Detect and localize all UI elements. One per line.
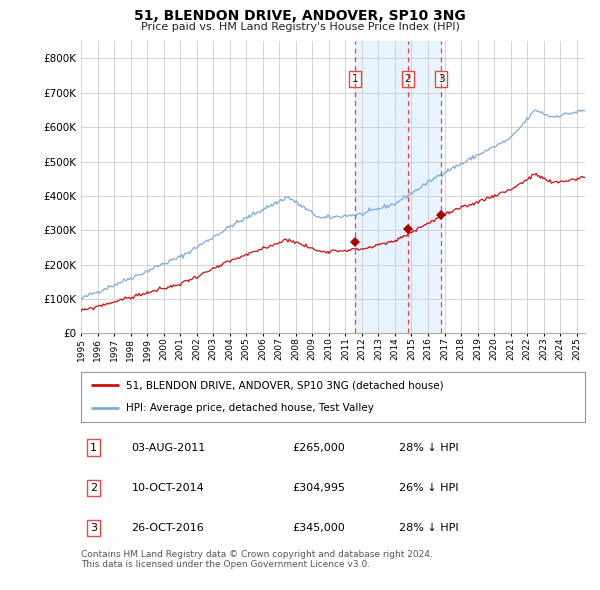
Text: 51, BLENDON DRIVE, ANDOVER, SP10 3NG (detached house): 51, BLENDON DRIVE, ANDOVER, SP10 3NG (de… bbox=[127, 380, 444, 390]
Text: 10-OCT-2014: 10-OCT-2014 bbox=[131, 483, 204, 493]
Text: Price paid vs. HM Land Registry's House Price Index (HPI): Price paid vs. HM Land Registry's House … bbox=[140, 22, 460, 32]
Text: HPI: Average price, detached house, Test Valley: HPI: Average price, detached house, Test… bbox=[127, 404, 374, 414]
Text: 28% ↓ HPI: 28% ↓ HPI bbox=[398, 442, 458, 453]
Text: 03-AUG-2011: 03-AUG-2011 bbox=[131, 442, 206, 453]
Text: Contains HM Land Registry data © Crown copyright and database right 2024.
This d: Contains HM Land Registry data © Crown c… bbox=[81, 550, 433, 569]
Text: 28% ↓ HPI: 28% ↓ HPI bbox=[398, 523, 458, 533]
Text: 3: 3 bbox=[438, 74, 445, 84]
Text: 3: 3 bbox=[90, 523, 97, 533]
Text: 26% ↓ HPI: 26% ↓ HPI bbox=[398, 483, 458, 493]
Text: 1: 1 bbox=[90, 442, 97, 453]
Text: £265,000: £265,000 bbox=[293, 442, 346, 453]
Text: 51, BLENDON DRIVE, ANDOVER, SP10 3NG: 51, BLENDON DRIVE, ANDOVER, SP10 3NG bbox=[134, 9, 466, 23]
Text: 26-OCT-2016: 26-OCT-2016 bbox=[131, 523, 204, 533]
Text: 2: 2 bbox=[404, 74, 411, 84]
Text: £345,000: £345,000 bbox=[293, 523, 346, 533]
Text: 1: 1 bbox=[352, 74, 358, 84]
Text: 2: 2 bbox=[90, 483, 97, 493]
Bar bbox=[355, 41, 442, 333]
Text: £304,995: £304,995 bbox=[293, 483, 346, 493]
